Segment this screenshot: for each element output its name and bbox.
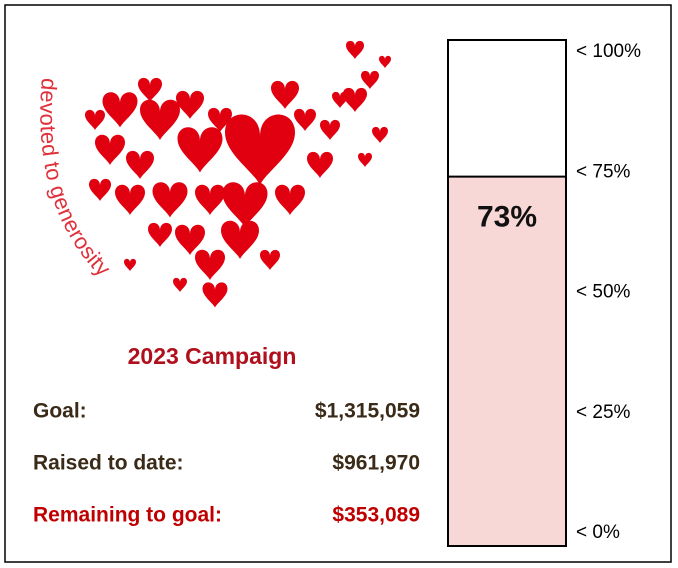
y-tick-label: < 100% (576, 41, 641, 62)
y-tick-label: < 25% (576, 402, 631, 423)
row-value: $961,970 (332, 452, 420, 475)
y-tick-label: < 50% (576, 282, 631, 303)
row-label: Raised to date: (33, 452, 184, 475)
y-tick-label: < 75% (576, 161, 631, 182)
y-tick-label: < 0% (576, 522, 620, 543)
row-value: $1,315,059 (315, 400, 420, 423)
campaign-rows: Goal: $1,315,059 Raised to date: $961,970 Re… (33, 400, 420, 527)
bar (447, 175, 567, 547)
campaign-title: 2023 Campaign (128, 343, 297, 369)
thermometer: 73% < 0% < 25% < 50% < 75% < 100% (447, 39, 641, 547)
row-label: Goal: (33, 400, 87, 423)
frame (4, 4, 672, 563)
value-label: 73% (477, 201, 537, 234)
row-label: Remaining to goal: (33, 504, 222, 527)
row-value: $353,089 (332, 504, 420, 527)
